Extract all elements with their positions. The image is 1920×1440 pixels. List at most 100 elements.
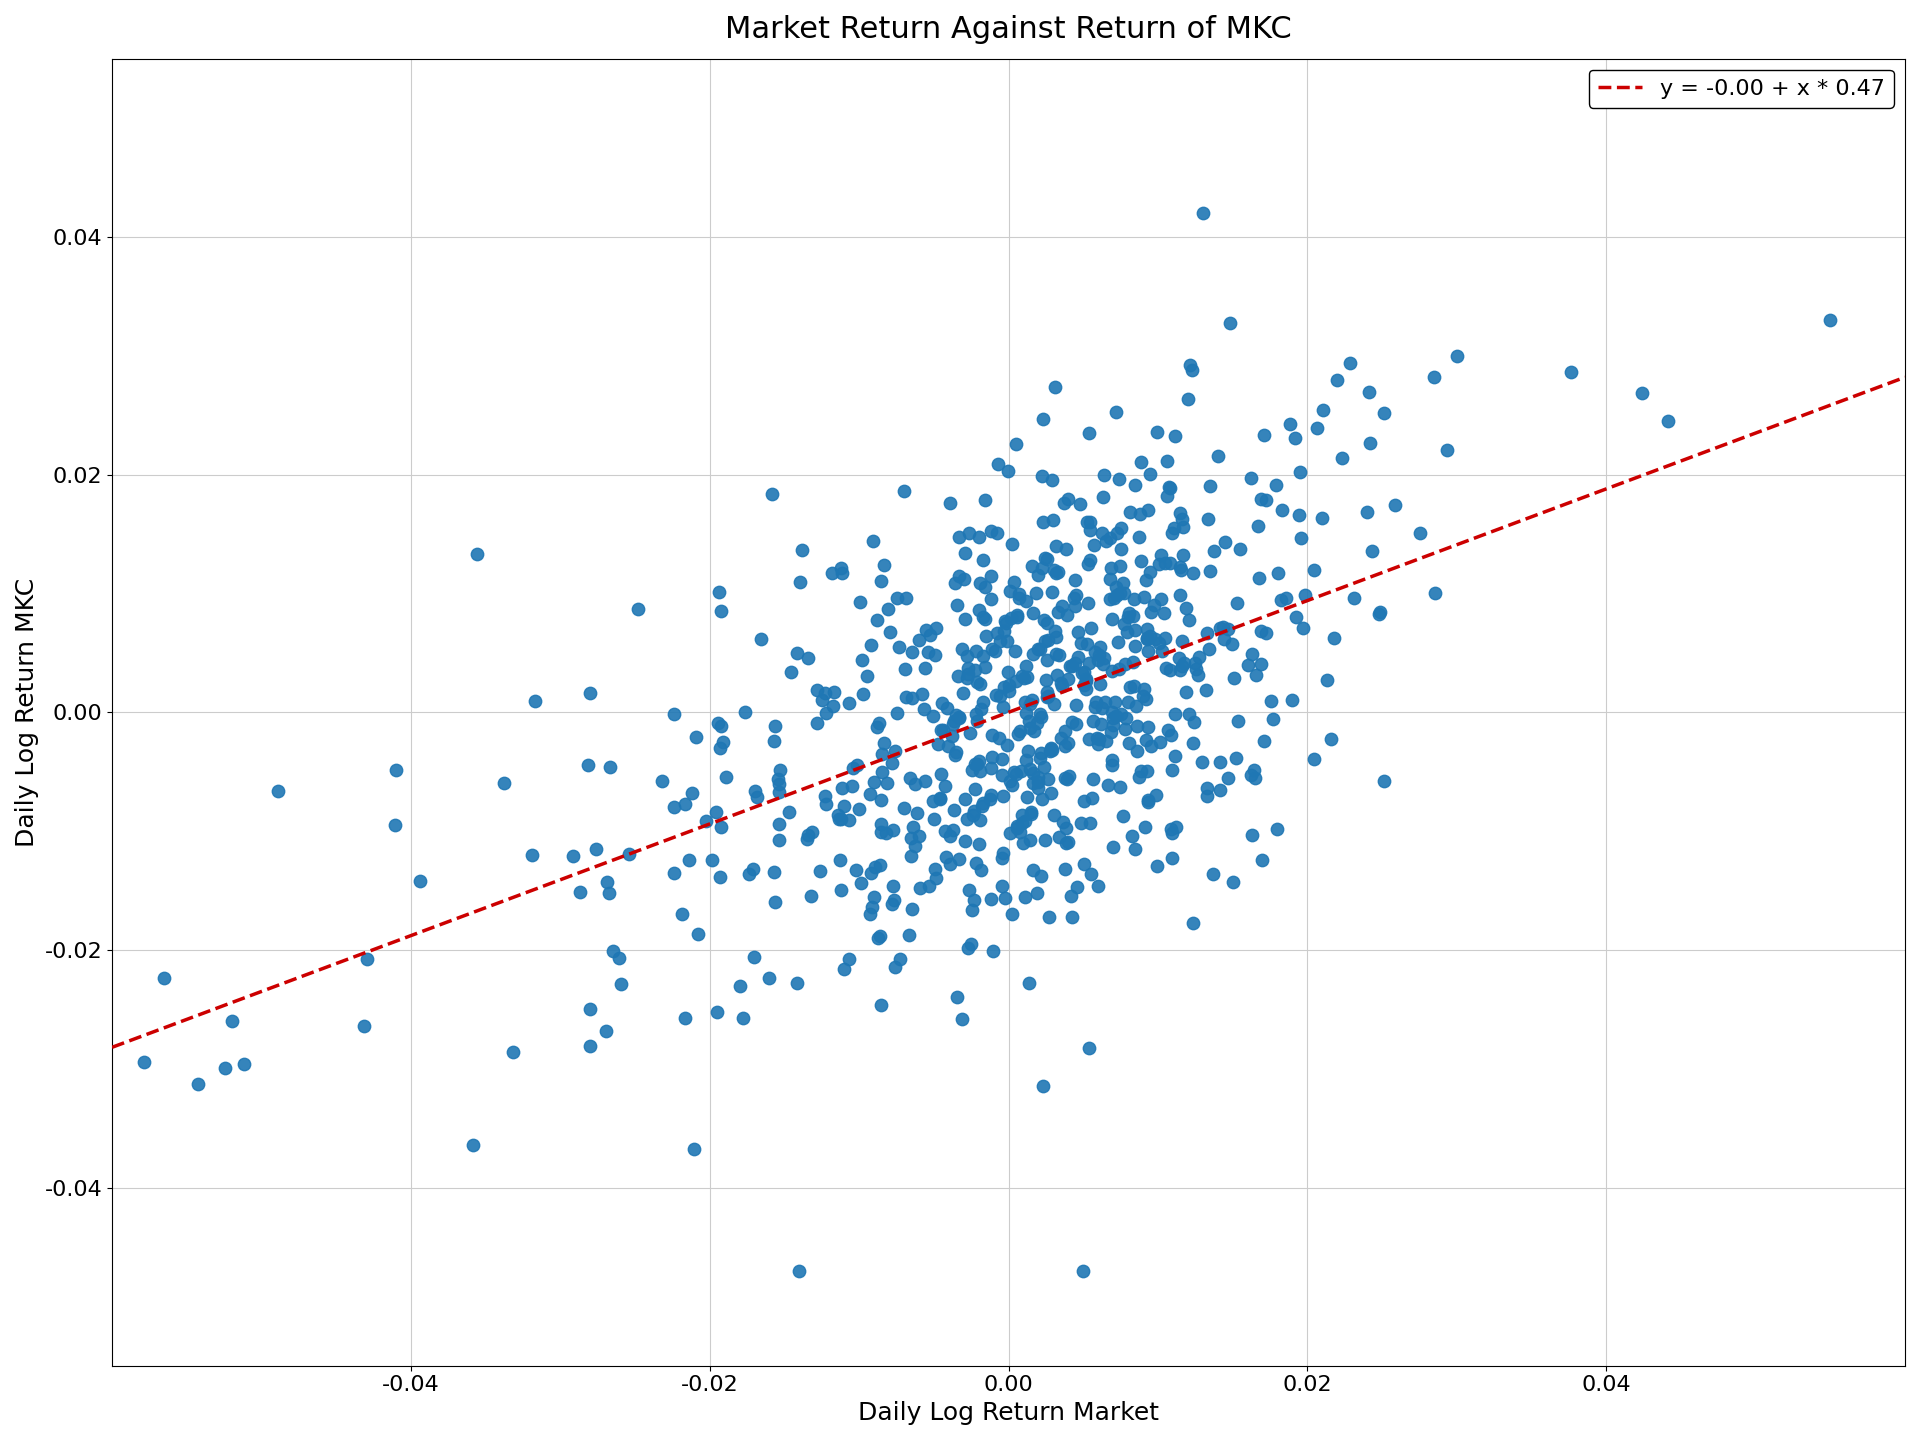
- Point: [1204, 616, 1235, 639]
- Point: [968, 605, 998, 628]
- Point: [1018, 554, 1048, 577]
- Point: [647, 769, 678, 792]
- Point: [826, 878, 856, 901]
- Point: [564, 880, 595, 903]
- Point: [826, 808, 856, 831]
- Point: [1194, 560, 1225, 583]
- Point: [941, 743, 972, 766]
- Point: [758, 860, 789, 883]
- Point: [833, 948, 864, 971]
- Point: [1012, 786, 1043, 809]
- Point: [1050, 816, 1081, 840]
- Point: [810, 701, 841, 724]
- Point: [1016, 757, 1046, 780]
- Point: [924, 733, 954, 756]
- Point: [904, 825, 935, 848]
- Point: [1033, 768, 1064, 791]
- Point: [1213, 618, 1244, 641]
- Point: [351, 948, 382, 971]
- Point: [1217, 632, 1248, 655]
- Point: [228, 1053, 259, 1076]
- Point: [1146, 588, 1177, 611]
- Point: [1085, 713, 1116, 736]
- Point: [960, 778, 991, 801]
- Point: [1077, 786, 1108, 809]
- Point: [1284, 461, 1315, 484]
- Point: [945, 706, 975, 729]
- Point: [1154, 477, 1185, 500]
- Point: [1315, 727, 1346, 750]
- Point: [1035, 782, 1066, 805]
- Point: [872, 598, 902, 621]
- Point: [490, 772, 520, 795]
- Point: [1334, 351, 1365, 374]
- Point: [993, 661, 1023, 684]
- Point: [1056, 884, 1087, 907]
- Point: [1114, 691, 1144, 714]
- Point: [993, 680, 1023, 703]
- Point: [1066, 662, 1096, 685]
- Point: [998, 570, 1029, 593]
- Point: [1050, 766, 1081, 789]
- Point: [597, 939, 628, 962]
- Point: [1069, 674, 1100, 697]
- Point: [182, 1073, 213, 1096]
- Point: [217, 1009, 248, 1032]
- Point: [1046, 595, 1077, 618]
- Point: [1352, 501, 1382, 524]
- Point: [1100, 691, 1131, 714]
- Point: [1096, 755, 1127, 778]
- Point: [879, 739, 910, 762]
- Point: [682, 726, 712, 749]
- Point: [993, 733, 1023, 756]
- Point: [691, 809, 722, 832]
- Point: [1198, 863, 1229, 886]
- Point: [674, 848, 705, 871]
- Point: [1031, 685, 1062, 708]
- Point: [950, 829, 981, 852]
- Point: [1037, 580, 1068, 603]
- Point: [781, 972, 812, 995]
- Point: [1263, 562, 1294, 585]
- Point: [1321, 369, 1352, 392]
- Point: [612, 842, 643, 865]
- Point: [380, 759, 411, 782]
- Point: [1194, 475, 1225, 498]
- Point: [977, 746, 1008, 769]
- Point: [964, 526, 995, 549]
- Point: [993, 459, 1023, 482]
- Point: [956, 899, 987, 922]
- Point: [989, 609, 1020, 632]
- Point: [703, 1001, 733, 1024]
- Point: [670, 1007, 701, 1030]
- Point: [1183, 664, 1213, 687]
- Point: [937, 724, 968, 747]
- Point: [910, 697, 941, 720]
- Point: [1179, 912, 1210, 935]
- Point: [1404, 521, 1434, 544]
- Point: [1018, 642, 1048, 665]
- Point: [1085, 635, 1116, 658]
- Point: [1004, 821, 1035, 844]
- Point: [1016, 802, 1046, 825]
- Point: [1006, 664, 1037, 687]
- Point: [1012, 665, 1043, 688]
- Point: [948, 608, 979, 631]
- Point: [987, 785, 1018, 808]
- Point: [931, 845, 962, 868]
- Point: [1165, 559, 1196, 582]
- Point: [1094, 588, 1125, 611]
- Point: [877, 874, 908, 897]
- Point: [947, 1007, 977, 1030]
- Point: [1085, 644, 1116, 667]
- Point: [981, 521, 1012, 544]
- Point: [607, 972, 637, 995]
- Point: [1131, 687, 1162, 710]
- Point: [1119, 837, 1150, 860]
- Point: [910, 657, 941, 680]
- Point: [902, 802, 933, 825]
- Point: [1016, 693, 1046, 716]
- Point: [952, 645, 983, 668]
- Point: [1139, 628, 1169, 651]
- Point: [1256, 690, 1286, 713]
